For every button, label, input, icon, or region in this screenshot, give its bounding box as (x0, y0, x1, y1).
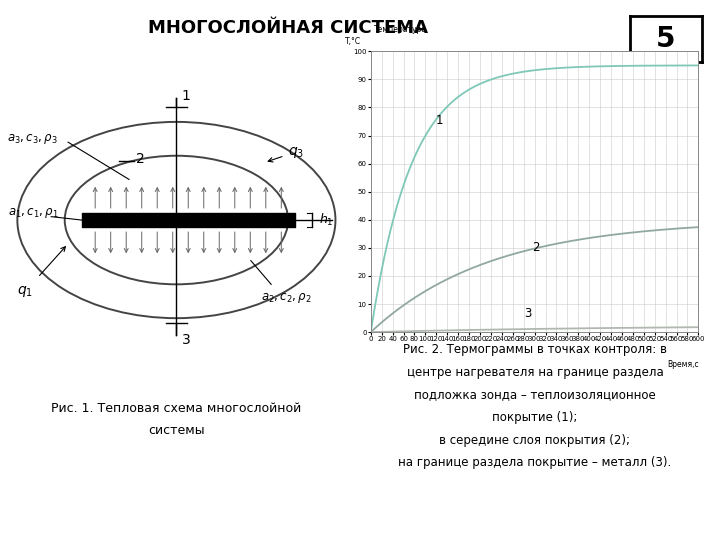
Text: 3: 3 (181, 333, 190, 347)
Text: 1: 1 (181, 89, 190, 103)
Text: Рис. 2. Термограммы в точках контроля: в: Рис. 2. Термограммы в точках контроля: в (403, 343, 667, 356)
Text: подложка зонда – теплоизоляционное: подложка зонда – теплоизоляционное (414, 388, 656, 401)
Text: Время,с: Время,с (667, 360, 698, 369)
Text: T,°C: T,°C (345, 37, 361, 46)
Text: на границе раздела покрытие – металл (3).: на границе раздела покрытие – металл (3)… (398, 456, 672, 469)
Text: $q_3$: $q_3$ (288, 145, 305, 160)
Text: $q_1$: $q_1$ (17, 284, 33, 299)
Text: 1: 1 (435, 114, 443, 127)
Text: $h_1$: $h_1$ (318, 212, 333, 228)
Text: системы: системы (148, 424, 204, 437)
Text: в середине слоя покрытия (2);: в середине слоя покрытия (2); (439, 434, 631, 447)
Text: покрытие (1);: покрытие (1); (492, 411, 577, 424)
Text: 2: 2 (136, 152, 145, 166)
Text: Температура: Температура (374, 25, 427, 35)
Text: Рис. 1. Тепловая схема многослойной: Рис. 1. Тепловая схема многослойной (51, 402, 302, 415)
Text: 5: 5 (656, 25, 676, 53)
Text: $a_1, c_1, \rho_1$: $a_1, c_1, \rho_1$ (8, 206, 59, 220)
Text: $a_2, c_2, \rho_2$: $a_2, c_2, \rho_2$ (261, 291, 312, 305)
Text: МНОГОСЛОЙНАЯ СИСТЕМА: МНОГОСЛОЙНАЯ СИСТЕМА (148, 19, 428, 37)
Text: 2: 2 (532, 241, 539, 254)
Text: центре нагревателя на границе раздела: центре нагревателя на границе раздела (407, 366, 663, 379)
Text: 3: 3 (523, 307, 531, 320)
Text: $a_3, c_3, \rho_3$: $a_3, c_3, \rho_3$ (7, 132, 58, 146)
